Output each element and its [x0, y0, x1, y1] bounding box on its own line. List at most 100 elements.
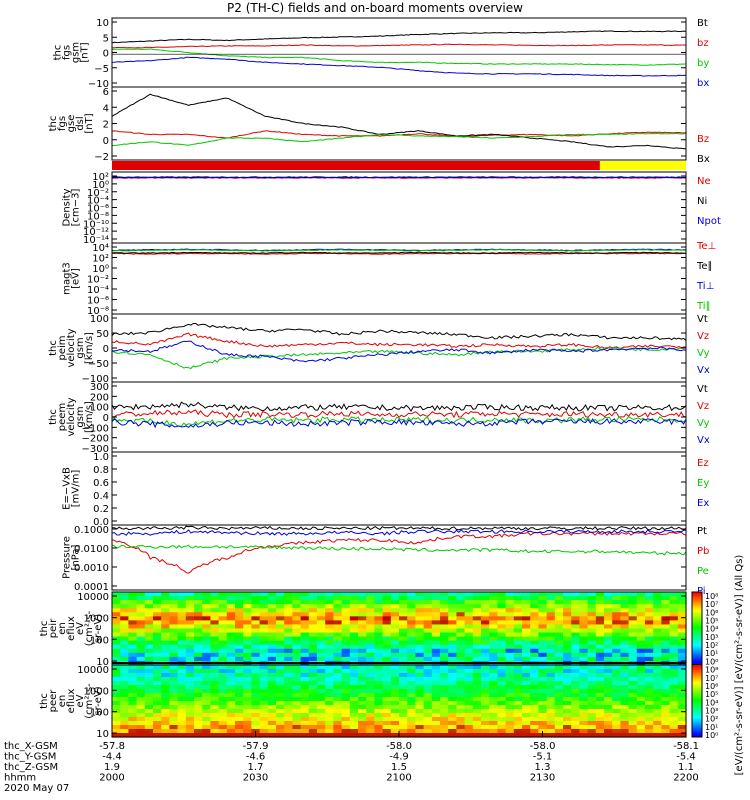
spectrogram-cell	[358, 636, 367, 642]
spectrogram-cell	[218, 717, 228, 722]
spectrogram-cell	[530, 721, 539, 726]
spectrogram-cell	[522, 701, 531, 706]
spectrogram-cell	[448, 705, 457, 710]
xaxis-value: 2100	[386, 773, 411, 784]
spectrogram-cell	[144, 624, 154, 630]
spectrogram-cell	[276, 648, 285, 654]
spectrogram-cell	[538, 608, 548, 613]
density-legend-0: Ne	[697, 176, 711, 187]
spectrogram-cell	[120, 697, 129, 702]
spectrogram-cell	[202, 592, 211, 597]
spectrogram-cell	[448, 604, 457, 609]
spectrogram-cell	[292, 656, 302, 662]
spectrogram-cell	[513, 705, 523, 710]
spectrogram-cell	[341, 725, 351, 730]
spectrogram-cell	[448, 685, 457, 690]
spectrogram-cell	[177, 596, 187, 601]
spectrogram-cell	[513, 665, 523, 670]
spectrogram-cell	[612, 689, 621, 694]
spectrogram-cell	[382, 677, 392, 682]
spectrogram-cell	[505, 697, 515, 702]
spectrogram-cell	[202, 685, 211, 690]
spectrogram-cell	[390, 681, 400, 686]
spectrogram-cell	[210, 612, 220, 617]
spectrogram-cell	[128, 608, 138, 613]
spectrogram-cell	[399, 612, 408, 617]
colorbar-cell	[692, 606, 702, 609]
spectrogram-cell	[382, 665, 392, 670]
spectrogram-cell	[423, 689, 433, 694]
spectrogram-cell	[210, 648, 220, 654]
spectrogram-cell	[382, 632, 392, 638]
spectrogram-cell	[243, 709, 252, 714]
spectrogram-cell	[522, 717, 531, 722]
spectrogram-cell	[194, 648, 203, 654]
spectrogram-cell	[235, 669, 244, 674]
spectrogram-cell	[128, 648, 138, 654]
spectrogram-cell	[226, 640, 236, 646]
fgs-gsm-legend-1: bz	[697, 38, 709, 49]
spectrogram-cell	[153, 669, 162, 674]
spectrogram-cell	[382, 656, 392, 662]
spectrogram-cell	[153, 689, 162, 694]
spectrogram-cell	[153, 636, 162, 642]
spectrogram-cell	[669, 669, 679, 674]
spectrogram-cell	[218, 648, 228, 654]
spectrogram-cell	[546, 665, 556, 670]
spectrogram-cell	[546, 733, 556, 738]
spectrogram-cell	[612, 644, 621, 650]
spectrogram-cell	[431, 709, 441, 714]
spectrogram-cell	[210, 616, 220, 621]
spectrogram-cell	[136, 628, 146, 634]
spectrogram-cell	[136, 600, 146, 605]
spectrogram-cell	[620, 701, 630, 706]
spectrogram-cell	[645, 592, 654, 597]
spectrogram-cell	[513, 669, 523, 674]
spectrogram-cell	[251, 604, 261, 609]
spectrogram-cell	[194, 733, 203, 738]
density-frame	[111, 171, 687, 244]
spectrogram-cell	[210, 624, 220, 630]
xaxis-row-label: hhmm	[4, 773, 36, 784]
spectrogram-cell	[399, 721, 408, 726]
spectrogram-cell	[472, 729, 482, 734]
spectrogram-cell	[620, 616, 630, 621]
spectrogram-cell	[677, 677, 687, 682]
spectrogram-cell	[382, 717, 392, 722]
spectrogram-cell	[300, 669, 310, 674]
spectrogram-cell	[202, 709, 211, 714]
spectrogram-cell	[579, 689, 589, 694]
spectrogram-cell	[415, 592, 425, 597]
spectrogram-cell	[612, 640, 621, 646]
spectrogram-cell	[128, 705, 138, 710]
spectrogram-cell	[554, 705, 564, 710]
spectrogram-cell	[677, 717, 687, 722]
spectrogram-cell	[407, 604, 416, 609]
spectrogram-cell	[161, 612, 170, 617]
spectrogram-cell	[653, 697, 662, 702]
spectrogram-cell	[235, 709, 244, 714]
spectrogram-cell	[464, 652, 474, 658]
spectrogram-cell	[341, 640, 351, 646]
spectrogram-cell	[341, 648, 351, 654]
spectrogram-cell	[161, 733, 170, 738]
spectrogram-cell	[112, 685, 121, 690]
spectrogram-cell	[423, 681, 433, 686]
spectrogram-cell	[628, 673, 638, 678]
spectrogram-cell	[317, 725, 326, 730]
spectrogram-cell	[226, 665, 236, 670]
spectrogram-cell	[481, 689, 490, 694]
spectrogram-cell	[284, 733, 293, 738]
spectrogram-cell	[415, 673, 425, 678]
spectrogram-cell	[440, 717, 449, 722]
colorbar-cell	[692, 601, 702, 604]
spectrogram-cell	[407, 733, 416, 738]
spectrogram-cell	[374, 620, 384, 626]
spectrogram-cell	[612, 681, 621, 686]
spectrogram-cell	[235, 640, 244, 646]
spectrogram-cell	[317, 612, 326, 617]
spectrogram-cell	[481, 677, 490, 682]
spectrogram-cell	[259, 697, 269, 702]
spectrogram-cell	[243, 701, 252, 706]
spectrogram-cell	[612, 656, 621, 662]
